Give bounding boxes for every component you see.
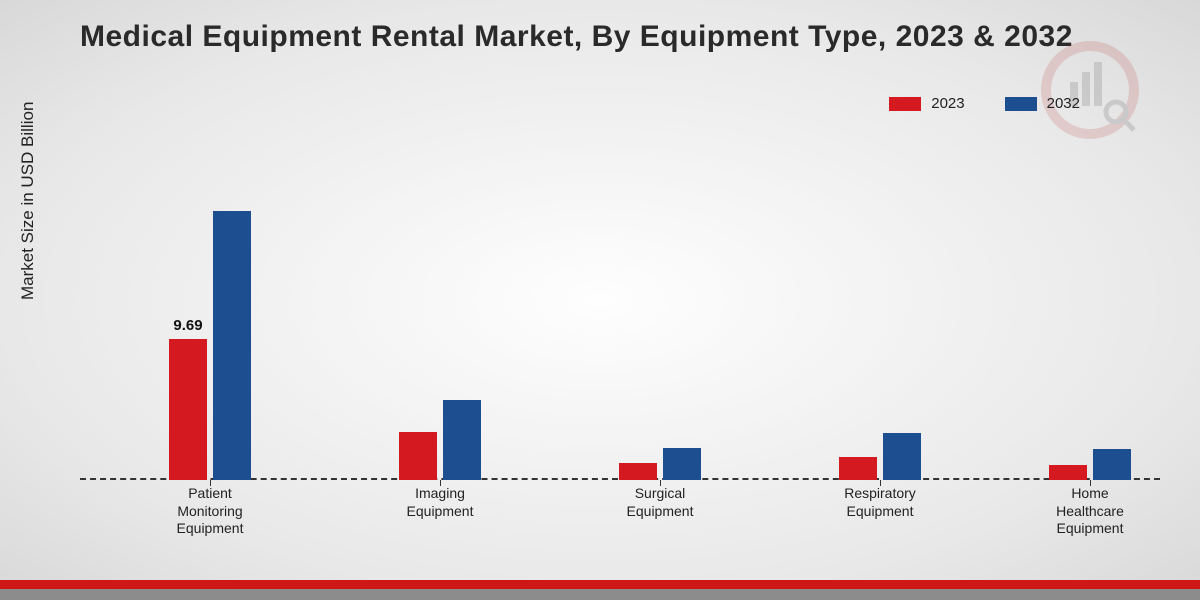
legend-item-2023: 2023: [889, 95, 964, 112]
legend-label-2032: 2032: [1047, 95, 1080, 112]
bar: [213, 211, 251, 480]
bar-group: 9.69: [169, 211, 251, 480]
footer-accent-bar: [0, 580, 1200, 600]
footer-red-stripe: [0, 580, 1200, 589]
bar: [1093, 449, 1131, 480]
bar-group: [399, 400, 481, 480]
bar: [839, 457, 877, 480]
bar: [883, 433, 921, 480]
bar: [619, 463, 657, 480]
chart-plot-area: 9.69: [80, 160, 1160, 480]
x-axis-category-label: HomeHealthcareEquipment: [1056, 485, 1124, 538]
bar: 9.69: [169, 339, 207, 480]
legend-label-2023: 2023: [931, 95, 964, 112]
chart-title: Medical Equipment Rental Market, By Equi…: [80, 20, 1073, 54]
bar: [1049, 465, 1087, 480]
y-axis-label: Market Size in USD Billion: [18, 102, 38, 300]
bar: [443, 400, 481, 480]
legend-swatch-2023: [889, 97, 921, 111]
bar-value-label: 9.69: [173, 317, 202, 334]
bar: [663, 448, 701, 480]
footer-grey-stripe: [0, 589, 1200, 600]
legend-item-2032: 2032: [1005, 95, 1080, 112]
x-axis-category-label: SurgicalEquipment: [627, 485, 694, 520]
legend: 2023 2032: [889, 95, 1080, 112]
bar-group: [1049, 449, 1131, 480]
bar-group: [619, 448, 701, 480]
x-axis-category-label: PatientMonitoringEquipment: [177, 485, 244, 538]
legend-swatch-2032: [1005, 97, 1037, 111]
x-axis-category-label: ImagingEquipment: [407, 485, 474, 520]
watermark-logo: [1040, 40, 1140, 145]
bar-group: [839, 433, 921, 480]
x-axis-category-label: RespiratoryEquipment: [844, 485, 916, 520]
bar: [399, 432, 437, 480]
